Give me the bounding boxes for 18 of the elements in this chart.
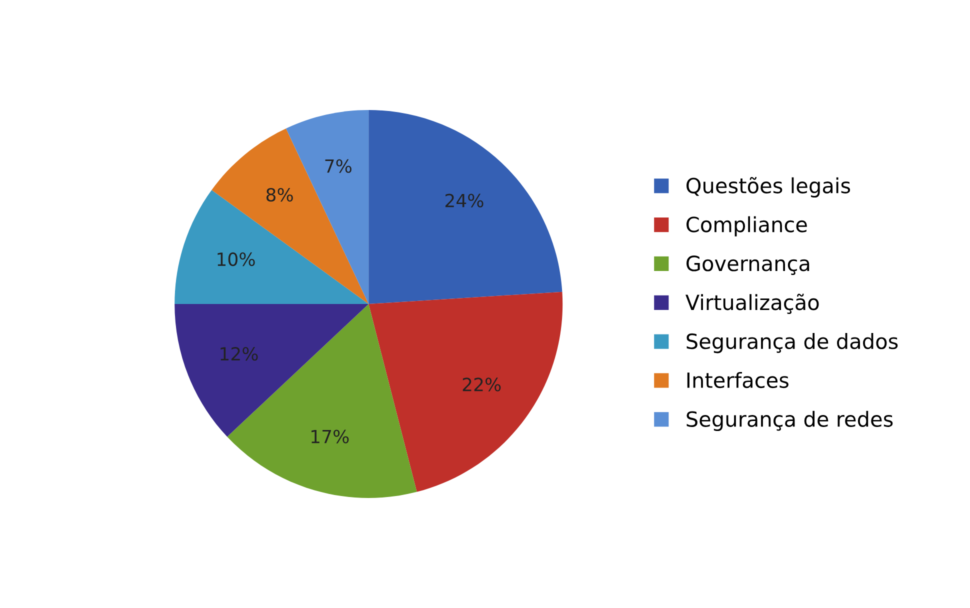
data-label: 24% [445, 194, 484, 208]
pie-slice [174, 190, 369, 304]
legend-label: Interfaces [687, 372, 788, 388]
legend-label: Governança [686, 256, 810, 276]
data-label: 7% [325, 159, 352, 173]
legend-label: Segurança de redes [686, 410, 893, 432]
pie-slice [368, 292, 563, 492]
legend-label: Compliance [686, 216, 807, 236]
data-label: 22% [462, 378, 501, 392]
legend-label: Questões legais [686, 176, 850, 198]
data-label: 17% [312, 430, 349, 444]
pie-slice [212, 128, 369, 304]
data-label: 12% [220, 347, 258, 361]
legend-label: Virtualização [686, 294, 819, 314]
legend-label: Segurança de dados [686, 333, 898, 354]
data-label: 8% [266, 188, 293, 202]
pie-slice [368, 110, 562, 304]
data-label: 10% [218, 252, 255, 266]
